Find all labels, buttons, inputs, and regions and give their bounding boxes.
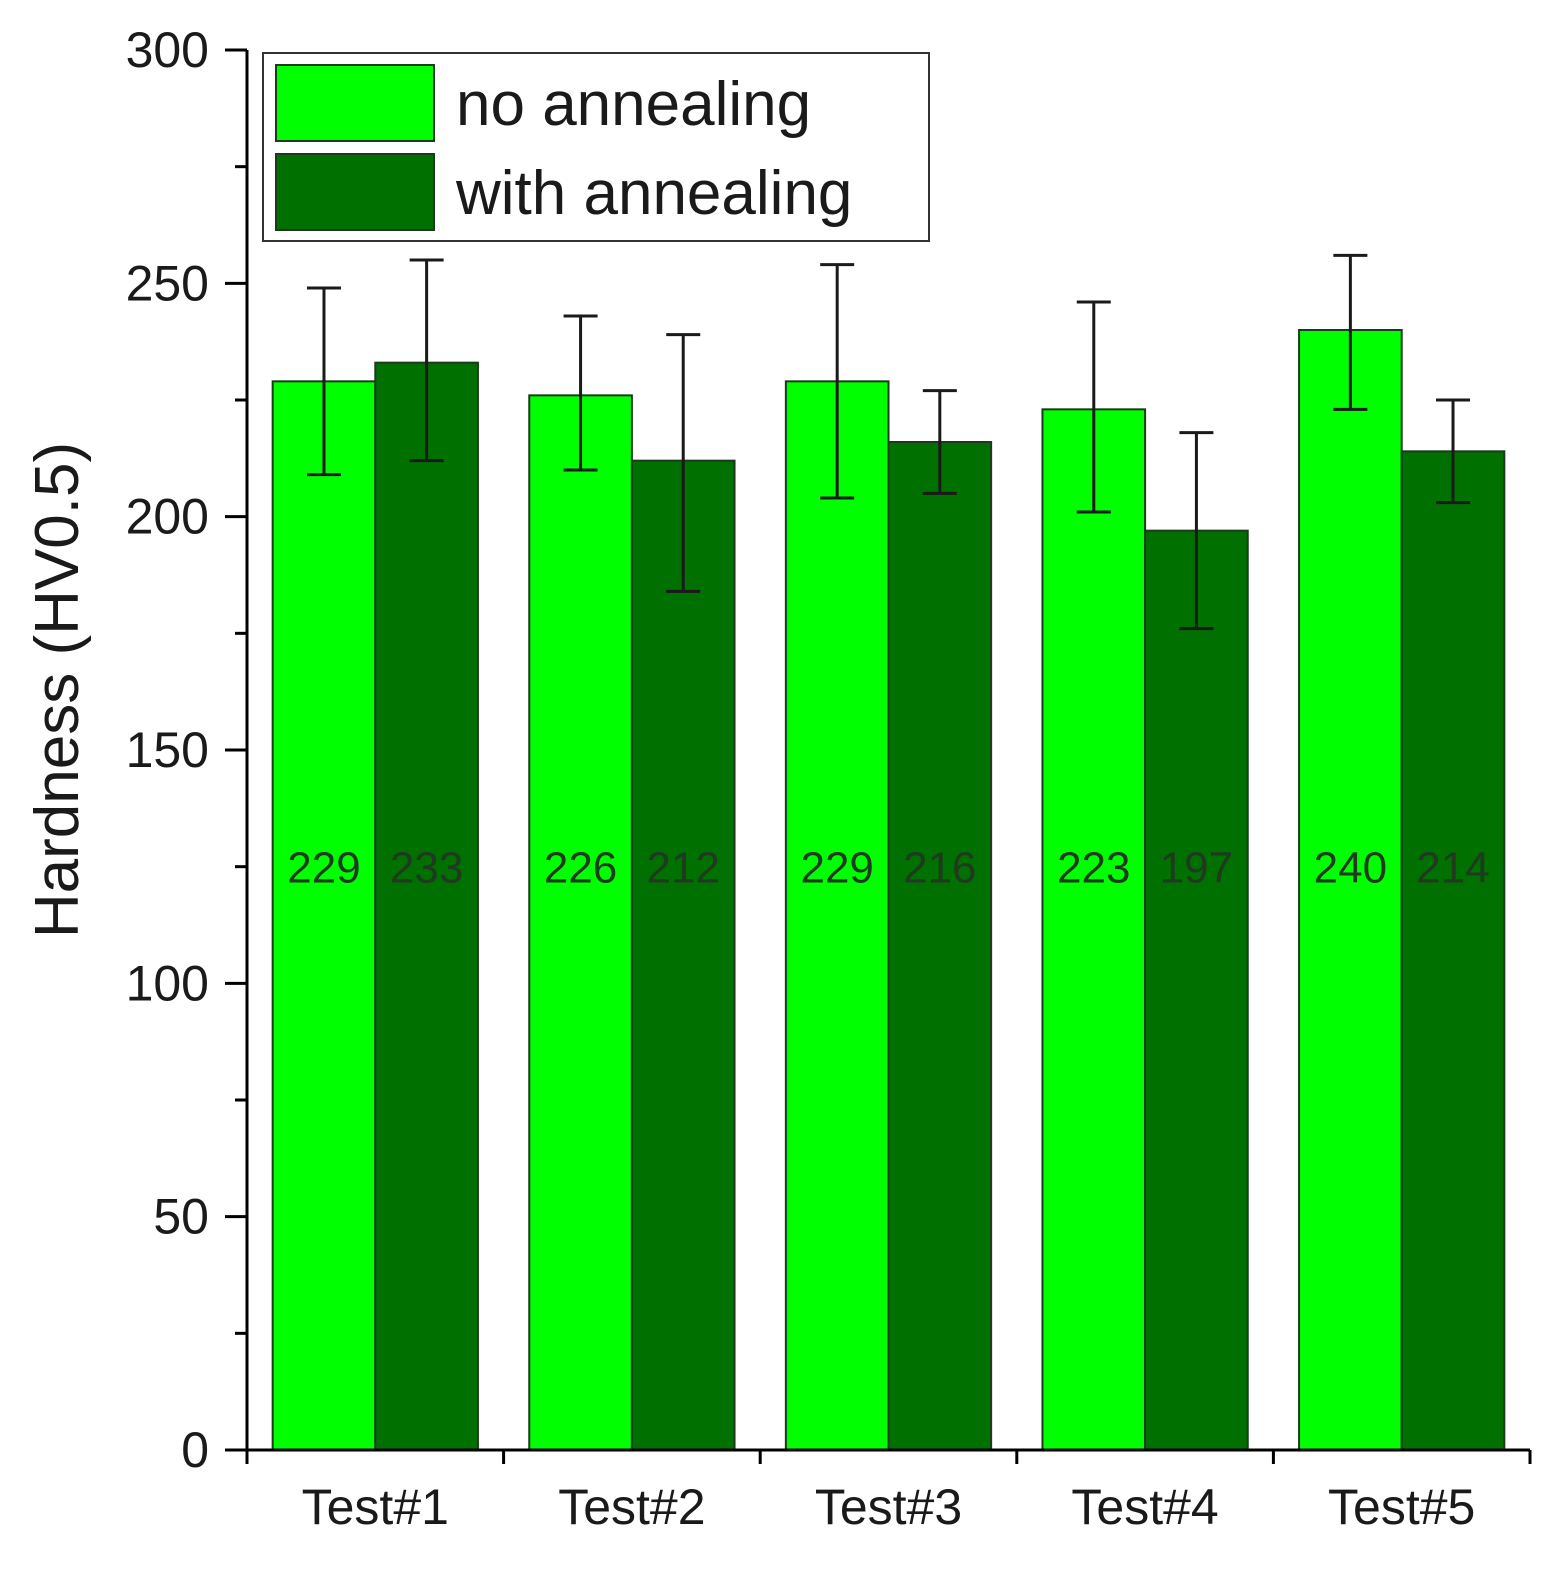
bar-no-annealing [528,394,633,1451]
y-axis-title: Hardness (HV0.5) [23,442,92,938]
data-label-no-annealing: 229 [800,844,873,893]
bar-no-annealing [1041,408,1147,1451]
y-ticks-layer: 0 50 100 150 200 250 300 [126,22,247,1478]
data-label-with-annealing: 197 [1160,844,1233,893]
data-label-no-annealing: 223 [1057,844,1130,893]
legend-swatch-no-annealing [275,64,435,142]
bar-with-annealing [630,459,736,1451]
legend-swatch-with-annealing [275,153,435,231]
bar-with-annealing [374,361,479,1452]
y-tick-label: 0 [181,1422,209,1478]
data-label-with-annealing: 233 [390,844,463,893]
x-tick-label: Test#5 [1328,1479,1475,1535]
y-tick-label: 50 [153,1189,209,1245]
x-tick-label: Test#1 [302,1479,449,1535]
x-ticks-layer: Test#1 Test#2 Test#3 Test#4 Test#5 [245,1450,1532,1535]
data-label-with-annealing: 212 [647,844,720,893]
bar-with-annealing [1400,450,1506,1452]
legend: no annealing with annealing [262,52,930,242]
bar-with-annealing [1144,529,1249,1451]
bars-layer [271,329,1506,1452]
legend-label-no-annealing: no annealing [456,70,811,139]
bar-with-annealing [887,441,993,1451]
data-label-with-annealing: 216 [903,844,976,893]
y-tick-label: 250 [126,255,209,311]
y-tick-label: 300 [126,22,209,78]
data-labels-layer: 229 233 226 212 229 216 223 197 240 214 [287,844,1489,893]
x-tick-label: Test#3 [815,1479,962,1535]
y-tick-label: 100 [126,955,209,1011]
y-tick-label: 150 [126,722,209,778]
y-tick-label: 200 [126,489,209,545]
bar-no-annealing [784,380,890,1451]
data-label-no-annealing: 240 [1314,844,1387,893]
data-label-no-annealing: 226 [544,844,617,893]
x-tick-label: Test#2 [558,1479,705,1535]
data-label-no-annealing: 229 [287,844,360,893]
data-label-with-annealing: 214 [1416,844,1489,893]
legend-label-with-annealing: with annealing [455,159,852,228]
error-bars-layer [306,253,1471,631]
x-tick-label: Test#4 [1071,1479,1218,1535]
bar-no-annealing [271,380,377,1451]
